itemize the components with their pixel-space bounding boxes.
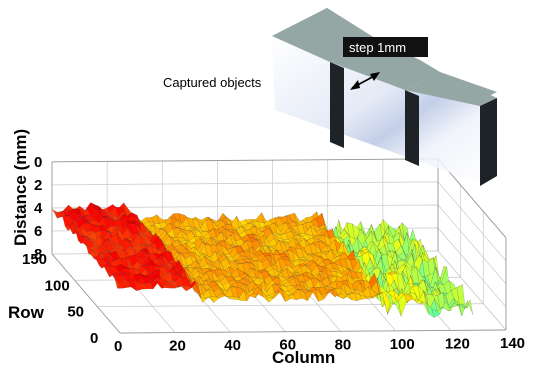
z-axis-title: Distance (mm) [11, 129, 30, 246]
object-step-edge-1 [330, 62, 344, 148]
distance-surface [51, 202, 474, 318]
captured-objects-label: Captured objects [163, 75, 262, 90]
z-tick-label: 2 [34, 177, 42, 194]
y-tick-label: 50 [67, 304, 84, 321]
x-axis-title: Column [272, 348, 335, 367]
x-tick-label: 140 [500, 335, 525, 352]
surface-patch [464, 299, 474, 316]
x-tick-label: 0 [114, 338, 122, 355]
object-step-edge-3 [480, 98, 497, 186]
object-front-face [272, 36, 485, 185]
step-label: step 1mm [349, 40, 406, 55]
x-tick-label: 20 [169, 338, 186, 355]
captured-objects-inset: step 1mm Captured objects [163, 8, 497, 186]
axes-frame [51, 158, 507, 334]
z-tick-label: 6 [34, 223, 42, 240]
object-step-edge-2 [405, 90, 419, 166]
axes-frame-edge [51, 158, 439, 163]
x-tick-label: 80 [335, 336, 352, 353]
x-tick-label: 120 [445, 335, 470, 352]
x-tick-label: 40 [224, 337, 241, 354]
step-label-box [343, 37, 428, 57]
x-tick-label: 60 [279, 337, 296, 354]
step-arrow-head-a [350, 80, 360, 90]
z-tick-label: 8 [34, 246, 42, 263]
z-tick-label: 0 [34, 154, 42, 171]
y-tick-label: 0 [90, 330, 98, 347]
tick-labels: 0 20 40 60 80 100 120 140 0 50 100 150 0 2 4 6 8 [22, 154, 525, 355]
axes-frame-edge [119, 329, 507, 334]
z-tick-label: 4 [34, 200, 43, 217]
y-axis-title: Row [8, 303, 45, 322]
axes-frame-edge [51, 253, 121, 334]
x-tick-label: 100 [390, 336, 415, 353]
step-arrow-head-b [370, 72, 380, 81]
floor-grid-y-line [97, 303, 484, 308]
y-tick-label: 150 [22, 251, 47, 268]
y-tick-label: 100 [45, 277, 70, 294]
object-top-step-3 [405, 72, 497, 106]
